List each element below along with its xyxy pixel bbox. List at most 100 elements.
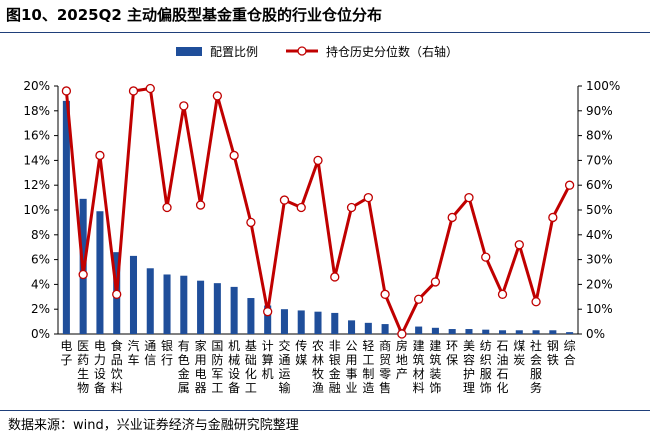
right-tick-label: 90% [586, 104, 613, 118]
chart-title: 图10、2025Q2 主动偏股型基金重仓股的行业仓位分布 [6, 6, 383, 24]
legend-line-marker [297, 46, 307, 56]
left-tick-label: 8% [31, 228, 50, 242]
x-tick-label: 传媒 [295, 338, 307, 367]
bar-电力设备 [96, 211, 104, 334]
bar-钢铁 [549, 330, 557, 334]
bar-综合 [566, 332, 574, 334]
bar-商贸零售 [381, 324, 389, 334]
bar-非银金融 [331, 312, 339, 334]
left-tick-label: 6% [31, 253, 50, 267]
point-建筑材料 [413, 294, 424, 304]
title-divider [0, 32, 650, 33]
x-tick-label: 综合 [564, 339, 576, 367]
x-tick-label: 农林牧渔 [312, 339, 324, 395]
bar-煤炭 [515, 330, 523, 334]
x-tick-label: 美容护理 [463, 339, 475, 395]
x-tick-label: 商贸零售 [379, 338, 391, 395]
left-tick-label: 16% [23, 129, 50, 143]
left-tick-label: 14% [23, 153, 50, 167]
legend-bar-label: 配置比例 [210, 45, 258, 59]
bar-有色金属 [180, 275, 188, 334]
x-tick-label: 煤炭 [513, 339, 525, 367]
bar-石油石化 [498, 330, 507, 334]
point-煤炭 [514, 240, 524, 250]
point-有色金属 [179, 101, 189, 111]
point-基础化工 [246, 217, 256, 228]
left-tick-label: 2% [31, 302, 50, 316]
bar-公用事业 [348, 320, 356, 334]
point-轻工制造 [363, 192, 373, 203]
bar-家用电器 [197, 280, 205, 334]
legend-line-label: 持仓历史分位数（右轴） [326, 44, 458, 59]
x-tick-label: 建筑装饰 [429, 339, 441, 395]
point-机械设备 [229, 150, 239, 161]
right-tick-label: 30% [586, 253, 613, 267]
bar-环保 [448, 329, 456, 334]
point-综合 [564, 180, 575, 190]
point-公用事业 [346, 202, 357, 213]
point-电力设备 [95, 150, 105, 161]
x-tick-label: 轻工制造 [362, 339, 374, 395]
x-tick-label: 通信 [144, 339, 156, 367]
bar-汽车 [129, 255, 138, 334]
x-tick-label: 电力设备 [94, 339, 106, 395]
bar-农林牧渔 [314, 311, 322, 334]
x-tick-label: 石油石化 [497, 339, 509, 395]
point-钢铁 [548, 212, 558, 223]
point-房地产 [397, 329, 407, 339]
left-tick-label: 0% [31, 327, 50, 341]
x-tick-label: 家用电器 [195, 338, 207, 395]
left-tick-label: 10% [23, 203, 50, 217]
x-tick-label: 银行 [161, 339, 173, 367]
legend-bar-swatch [176, 47, 202, 56]
x-tick-label: 基础化工 [245, 339, 257, 395]
bar-基础化工 [247, 298, 255, 334]
point-通信 [145, 83, 155, 94]
right-tick-label: 60% [586, 178, 613, 192]
point-纺织服饰 [481, 252, 491, 262]
x-tick-label: 汽车 [127, 338, 139, 367]
x-tick-label: 建筑材料 [413, 339, 425, 395]
bar-社会服务 [532, 330, 540, 334]
bar-银行 [163, 274, 171, 334]
right-tick-label: 10% [586, 302, 613, 316]
point-石油石化 [497, 289, 508, 299]
bar-国防军工 [213, 283, 221, 334]
right-tick-label: 100% [586, 79, 620, 93]
point-环保 [447, 212, 457, 223]
x-tick-label: 电子 [60, 339, 72, 367]
left-tick-label: 4% [31, 277, 50, 291]
bar-美容护理 [465, 329, 473, 334]
point-家用电器 [195, 200, 206, 210]
point-医药生物 [78, 269, 88, 280]
point-汽车 [128, 86, 139, 96]
x-tick-label: 计算机 [262, 339, 274, 381]
point-美容护理 [464, 192, 474, 203]
percentile-line [64, 87, 571, 336]
point-食品饮料 [112, 289, 122, 299]
right-tick-label: 70% [586, 153, 613, 167]
x-tick-label: 环保 [446, 339, 458, 367]
x-tick-label: 交通运输 [278, 338, 290, 395]
bar-交通运输 [280, 309, 288, 334]
x-tick-label: 食品饮料 [111, 338, 123, 395]
bar-机械设备 [230, 286, 238, 334]
left-tick-label: 20% [23, 79, 50, 93]
x-tick-label: 纺织服饰 [480, 339, 492, 395]
point-社会服务 [531, 297, 541, 307]
bar-传媒 [297, 310, 305, 334]
x-tick-label: 国防军工 [211, 339, 223, 395]
x-tick-label: 钢铁 [547, 339, 559, 367]
x-tick-label: 房地产 [396, 338, 408, 381]
bar-轻工制造 [364, 322, 372, 334]
source-divider [0, 410, 650, 411]
x-tick-label: 非银金融 [329, 339, 341, 395]
x-tick-label: 社会服务 [530, 338, 542, 395]
bar-通信 [146, 268, 154, 334]
x-tick-label: 机械设备 [228, 339, 240, 395]
right-tick-label: 20% [586, 277, 613, 291]
source-note: 数据来源：wind，兴业证券经济与金融研究院整理 [8, 418, 299, 433]
point-建筑装饰 [430, 277, 441, 287]
point-交通运输 [279, 195, 290, 205]
x-tick-label: 公用事业 [346, 339, 358, 395]
